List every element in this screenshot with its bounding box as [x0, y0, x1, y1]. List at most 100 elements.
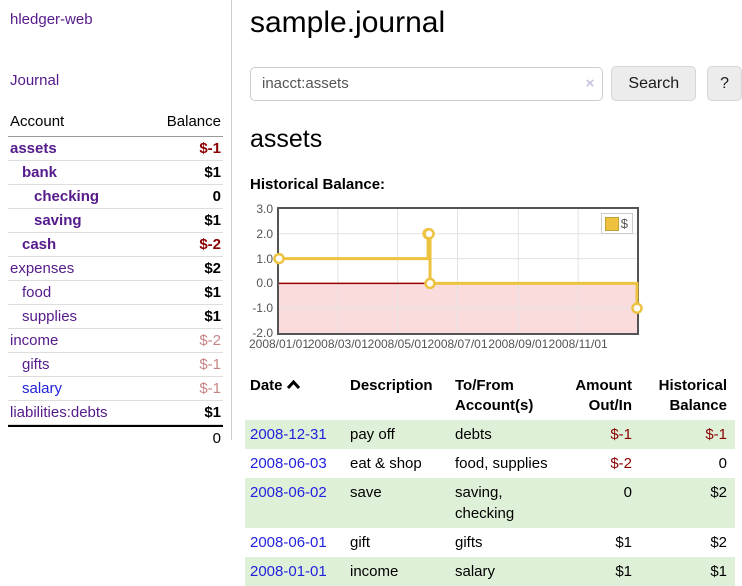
account-heading: assets	[250, 125, 323, 153]
register-balance: $2	[710, 533, 727, 551]
account-balance: $1	[204, 308, 221, 325]
account-row: expenses $2	[8, 257, 223, 281]
register-description: eat & shop	[350, 454, 422, 472]
account-balance: $1	[204, 164, 221, 181]
search-form: × Search ?	[250, 66, 742, 101]
y-axis-tick-label: 2.0	[256, 226, 273, 241]
register-balance: $-1	[705, 425, 727, 443]
y-axis-tick-label: 3.0	[256, 202, 273, 216]
register-row: 2008-06-01 gift gifts $1 $2	[245, 528, 735, 557]
account-link-bank[interactable]: bank	[22, 164, 58, 181]
register-description: save	[350, 483, 382, 501]
account-row: bank $1	[8, 161, 223, 185]
register-header-date-label: Date	[250, 377, 283, 394]
account-link-liabilities-debts[interactable]: liabilities:debts	[10, 404, 108, 421]
brand-link[interactable]: hledger-web	[10, 11, 93, 28]
page-title: sample.journal	[250, 6, 446, 39]
chart-heading: Historical Balance:	[250, 176, 386, 193]
y-axis-tick-label: 1.0	[256, 251, 273, 266]
account-balance: $-1	[199, 380, 221, 397]
account-link-salary[interactable]: salary	[22, 380, 63, 397]
account-row: supplies $1	[8, 305, 223, 329]
accounts-table: Account Balance assets $-1 bank $1 check…	[8, 109, 223, 450]
y-axis-tick-label: -2.0	[252, 326, 273, 340]
register-description: pay off	[350, 425, 395, 443]
chart-legend: $	[600, 213, 633, 234]
register-header-accounts: To/From Account(s)	[455, 377, 534, 415]
sidebar-item-journal[interactable]: Journal	[10, 72, 60, 89]
x-axis-tick-label: 2008/07/01	[427, 337, 488, 351]
sort-ascending-icon	[286, 376, 301, 396]
register-date-link[interactable]: 2008-01-01	[250, 562, 327, 580]
register-amount: 0	[623, 483, 632, 501]
y-axis-tick-label: -1.0	[252, 301, 273, 316]
account-balance: $2	[204, 260, 221, 277]
register-table: Date Description To/From Account(s) Amou…	[245, 373, 735, 586]
account-link-income[interactable]: income	[10, 332, 59, 349]
account-row: food $1	[8, 281, 223, 305]
x-axis-tick-label: 2008/03/01	[307, 337, 368, 351]
account-balance: $-1	[199, 140, 221, 157]
register-header-amount: Amount Out/In	[575, 377, 632, 415]
account-link-gifts[interactable]: gifts	[22, 356, 50, 373]
register-row: 2008-12-31 pay off debts $-1 $-1	[245, 419, 735, 449]
account-link-cash[interactable]: cash	[22, 236, 57, 253]
register-date-link[interactable]: 2008-06-01	[250, 533, 327, 551]
account-row: checking 0	[8, 185, 223, 209]
legend-swatch-icon	[604, 216, 619, 231]
register-accounts: salary	[455, 562, 496, 580]
register-row: 2008-01-01 income salary $1 $1	[245, 556, 735, 586]
y-axis-tick-label: 0.0	[256, 276, 273, 291]
chart-canvas	[273, 209, 643, 333]
x-axis-tick-label: 2008/01/01	[248, 337, 310, 351]
register-amount: $-2	[610, 454, 632, 472]
register-description: gift	[350, 533, 371, 551]
account-row: cash $-2	[8, 233, 223, 257]
search-button[interactable]: Search	[611, 66, 697, 101]
account-link-assets[interactable]: assets	[10, 140, 57, 157]
account-row: gifts $-1	[8, 353, 223, 377]
account-link-saving[interactable]: saving	[34, 212, 82, 229]
register-header-date[interactable]: Date	[245, 373, 345, 420]
x-axis-tick-label: 2008/11/01	[548, 337, 608, 351]
search-input[interactable]	[250, 66, 604, 101]
account-balance: $-1	[199, 356, 221, 373]
register-row: 2008-06-02 save saving, checking 0 $2	[245, 477, 735, 528]
register-date-link[interactable]: 2008-12-31	[250, 425, 327, 443]
account-column-header: Account	[10, 113, 65, 130]
account-balance: $1	[204, 284, 221, 301]
balance-column-header: Balance	[166, 113, 221, 130]
chart-plot-area: $ 3.0 2.0 1.0 0.0 -1.0 -2.0 2008/01/01 2008/03/…	[249, 202, 643, 351]
account-row: income $-2	[8, 329, 223, 353]
accounts-total-row: 0	[8, 425, 223, 450]
register-amount: $-1	[610, 425, 632, 443]
register-accounts: saving, checking	[455, 483, 515, 522]
account-link-supplies[interactable]: supplies	[22, 308, 78, 325]
register-balance: 0	[718, 454, 727, 472]
account-balance: $1	[204, 404, 221, 421]
accounts-total-value: 0	[212, 430, 221, 447]
legend-label: $	[620, 216, 628, 231]
help-button[interactable]: ?	[707, 66, 742, 101]
register-balance: $2	[710, 483, 727, 501]
account-row: assets $-1	[8, 137, 223, 161]
register-accounts: gifts	[455, 533, 483, 551]
register-amount: $1	[615, 562, 632, 580]
account-balance: $-2	[199, 236, 221, 253]
account-link-checking[interactable]: checking	[34, 188, 100, 205]
register-header-description: Description	[350, 377, 433, 394]
search-box: ×	[250, 66, 604, 101]
account-row: salary $-1	[8, 377, 223, 401]
register-row: 2008-06-03 eat & shop food, supplies $-2…	[245, 449, 735, 478]
clear-search-icon[interactable]: ×	[585, 74, 595, 92]
accounts-table-header: Account Balance	[8, 109, 223, 137]
account-balance: 0	[212, 188, 221, 205]
account-balance: $1	[204, 212, 221, 229]
register-date-link[interactable]: 2008-06-02	[250, 483, 327, 501]
account-link-food[interactable]: food	[22, 284, 52, 301]
register-accounts: food, supplies	[455, 454, 548, 472]
account-balance: $-2	[199, 332, 221, 349]
account-link-expenses[interactable]: expenses	[10, 260, 75, 277]
register-date-link[interactable]: 2008-06-03	[250, 454, 327, 472]
register-balance: $1	[710, 562, 727, 580]
